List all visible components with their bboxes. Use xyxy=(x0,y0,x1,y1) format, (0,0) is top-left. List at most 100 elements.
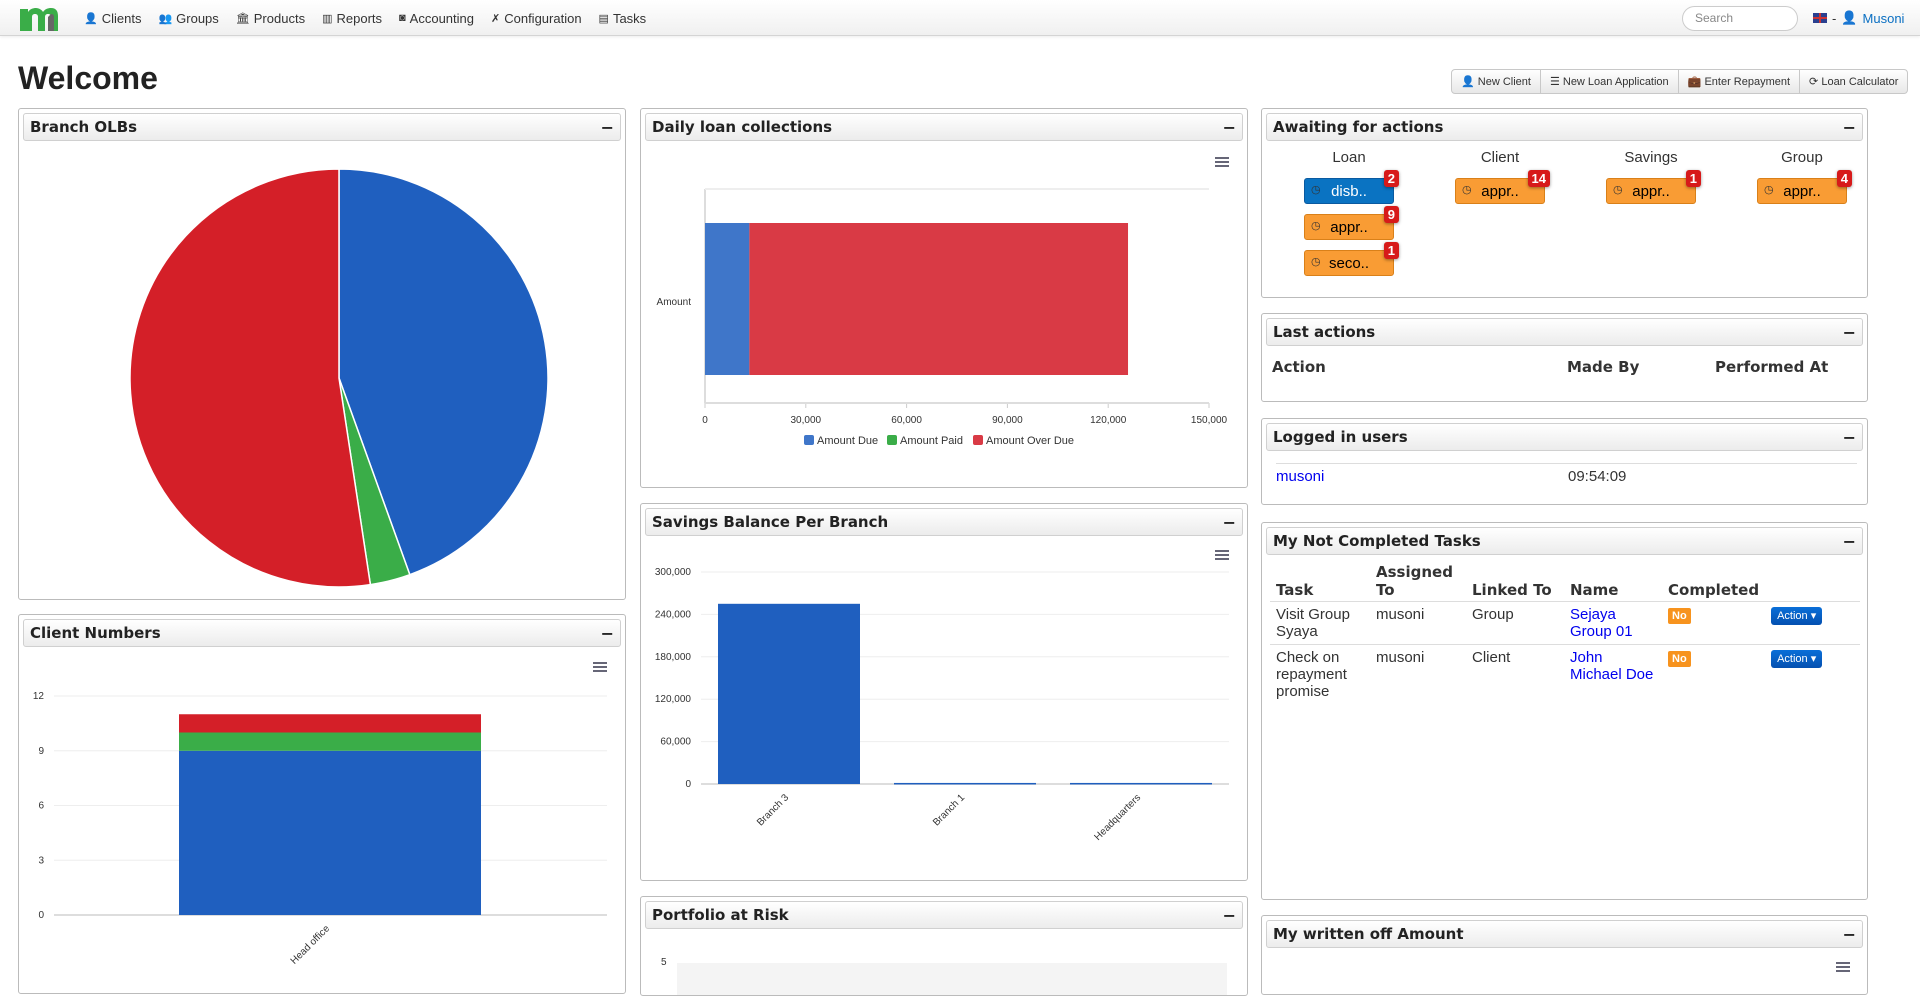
column-title: Loan xyxy=(1332,149,1366,166)
action-label: seco.. xyxy=(1328,254,1370,272)
bar-segment-1 xyxy=(179,732,481,751)
nav-item-clients[interactable]: 👤 Clients xyxy=(84,11,141,26)
logged-in-users-panel: Logged in users − musoni 09:54:09 xyxy=(1261,418,1868,505)
separator: - xyxy=(1832,10,1837,26)
awaiting-column-savings: Savings ◷ appr.. 1 xyxy=(1576,149,1726,214)
money-icon: ◙ xyxy=(399,12,406,24)
minimize-button[interactable]: − xyxy=(600,117,614,137)
minimize-button[interactable]: − xyxy=(1842,427,1856,447)
action-dropdown-button[interactable]: Action ▾ xyxy=(1771,650,1823,668)
minimize-button[interactable]: − xyxy=(1842,531,1856,551)
x-tick-label: 0 xyxy=(702,415,708,426)
header-assigned-to: Assigned To xyxy=(1376,563,1453,599)
awaiting-action-button[interactable]: ◷ appr.. 4 xyxy=(1757,170,1852,204)
top-navbar: 👤 Clients 👥 Groups 🏛 Products ▥ Reports ◙ Account… xyxy=(0,0,1920,36)
minimize-button[interactable]: − xyxy=(1842,924,1856,944)
chart-menu-icon[interactable] xyxy=(593,662,607,672)
panel-title: My written off Amount xyxy=(1273,925,1464,943)
bar-amount-over-due xyxy=(749,223,1129,375)
y-tick-label: 240,000 xyxy=(655,609,692,620)
chart-menu-icon[interactable] xyxy=(1836,962,1850,972)
login-time: 09:54:09 xyxy=(1568,468,1627,485)
count-badge: 1 xyxy=(1685,170,1701,187)
action-dropdown-button[interactable]: Action ▾ xyxy=(1771,607,1823,625)
y-tick-label: 120,000 xyxy=(655,694,692,705)
x-tick-label: 30,000 xyxy=(791,415,822,426)
nav-item-groups[interactable]: 👥 Groups xyxy=(158,11,218,26)
panel-title: My Not Completed Tasks xyxy=(1273,532,1481,550)
y-tick: 5 xyxy=(661,957,667,968)
column-header-action: Action xyxy=(1272,358,1326,376)
users-icon: 👥 xyxy=(158,12,173,25)
minimize-button[interactable]: − xyxy=(600,623,614,643)
nav-label: Products xyxy=(253,10,306,26)
clock-icon: ◷ xyxy=(1311,184,1321,196)
y-tick-label: 0 xyxy=(38,910,44,921)
user-menu-link[interactable]: Musoni xyxy=(1862,10,1905,26)
new-client-button[interactable]: 👤 New Client xyxy=(1452,70,1541,93)
x-tick-label: 120,000 xyxy=(1090,415,1127,426)
page-title: Welcome xyxy=(18,60,158,96)
linked-to: Group xyxy=(1466,601,1564,645)
y-tick-label: 180,000 xyxy=(655,652,692,663)
savings-balance-chart: 0 60,000 120,000 180,000 240,000 300,000 Branc… xyxy=(655,567,1229,843)
minimize-button[interactable]: − xyxy=(1222,512,1236,532)
legend-label: Amount Due xyxy=(817,435,878,447)
wrench-icon: ✗ xyxy=(491,12,501,25)
bar-headquarters xyxy=(1070,782,1212,785)
awaiting-action-button[interactable]: ◷ disb.. 2 xyxy=(1304,170,1399,204)
awaiting-action-button[interactable]: ◷ seco.. 1 xyxy=(1304,242,1399,276)
nav-label: Reports xyxy=(336,10,383,26)
loan-calculator-button[interactable]: ⟳ Loan Calculator xyxy=(1809,76,1899,88)
clock-icon: ◷ xyxy=(1311,220,1321,232)
clock-icon: ◷ xyxy=(1311,256,1321,268)
x-tick-label: 90,000 xyxy=(992,415,1023,426)
panel-title: Last actions xyxy=(1273,323,1376,341)
search-input[interactable]: Search xyxy=(1682,6,1798,31)
clock-icon: ◷ xyxy=(1764,184,1774,196)
x-tick-label: 60,000 xyxy=(891,415,922,426)
minimize-button[interactable]: − xyxy=(1222,117,1236,137)
new-loan-application-button[interactable]: ☰ New Loan Application xyxy=(1541,70,1679,93)
uk-flag-icon[interactable] xyxy=(1813,13,1827,23)
x-category-label: Headquarters xyxy=(1092,792,1143,843)
chart-menu-icon[interactable] xyxy=(1215,550,1229,560)
awaiting-action-button[interactable]: ◷ appr.. 1 xyxy=(1606,170,1701,204)
clock-icon: ◷ xyxy=(1613,184,1623,196)
nav-label: Groups xyxy=(176,10,219,26)
count-badge: 4 xyxy=(1836,170,1852,187)
awaiting-action-button[interactable]: ◷ appr.. 9 xyxy=(1304,206,1399,240)
count-badge: 2 xyxy=(1383,170,1399,187)
panel-title: Logged in users xyxy=(1273,428,1408,446)
list-icon: ▤ xyxy=(598,12,609,25)
musoni-logo[interactable] xyxy=(18,5,58,31)
legend-label: Amount Paid xyxy=(900,435,963,447)
minimize-button[interactable]: − xyxy=(1842,117,1856,137)
chart-menu-icon[interactable] xyxy=(1215,157,1229,167)
header-task: Task xyxy=(1276,581,1314,599)
nav-item-products[interactable]: 🏛 Products xyxy=(236,11,305,26)
minimize-button[interactable]: − xyxy=(1222,905,1236,925)
nav-item-configuration[interactable]: ✗ Configuration xyxy=(491,11,582,26)
client-numbers-panel: Client Numbers − 0 3 6 9 12 Head office xyxy=(18,614,626,994)
nav-item-tasks[interactable]: ▤ Tasks xyxy=(599,11,647,26)
awaiting-action-button[interactable]: ◷ appr.. 14 xyxy=(1455,170,1550,204)
column-header-made-by: Made By xyxy=(1567,358,1640,376)
daily-loan-collections-panel: Daily loan collections − 0 30,000 60,000 90,… xyxy=(640,108,1248,488)
linked-name-link[interactable]: John Michael Doe xyxy=(1570,649,1654,683)
minimize-button[interactable]: − xyxy=(1842,322,1856,342)
linked-name-link[interactable]: Sejaya Group 01 xyxy=(1570,606,1633,640)
branch-olbs-panel: Branch OLBs − xyxy=(18,108,626,600)
task-row: Visit Group Syaya musoni Group Sejaya Group… xyxy=(1270,601,1860,645)
legend-swatch xyxy=(804,435,814,445)
nav-item-reports[interactable]: ▥ Reports xyxy=(322,11,382,26)
nav-item-accounting[interactable]: ◙ Accounting xyxy=(399,11,474,26)
enter-repayment-button[interactable]: 💼 Enter Repayment xyxy=(1679,70,1801,93)
clock-icon: ◷ xyxy=(1462,184,1472,196)
action-label: appr.. xyxy=(1330,218,1368,236)
bar-chart-icon: ▥ xyxy=(322,12,333,25)
bank-icon: 🏛 xyxy=(235,12,250,25)
nav-label: Accounting xyxy=(409,10,474,26)
user-link[interactable]: musoni xyxy=(1276,468,1325,485)
count-badge: 9 xyxy=(1383,206,1399,223)
